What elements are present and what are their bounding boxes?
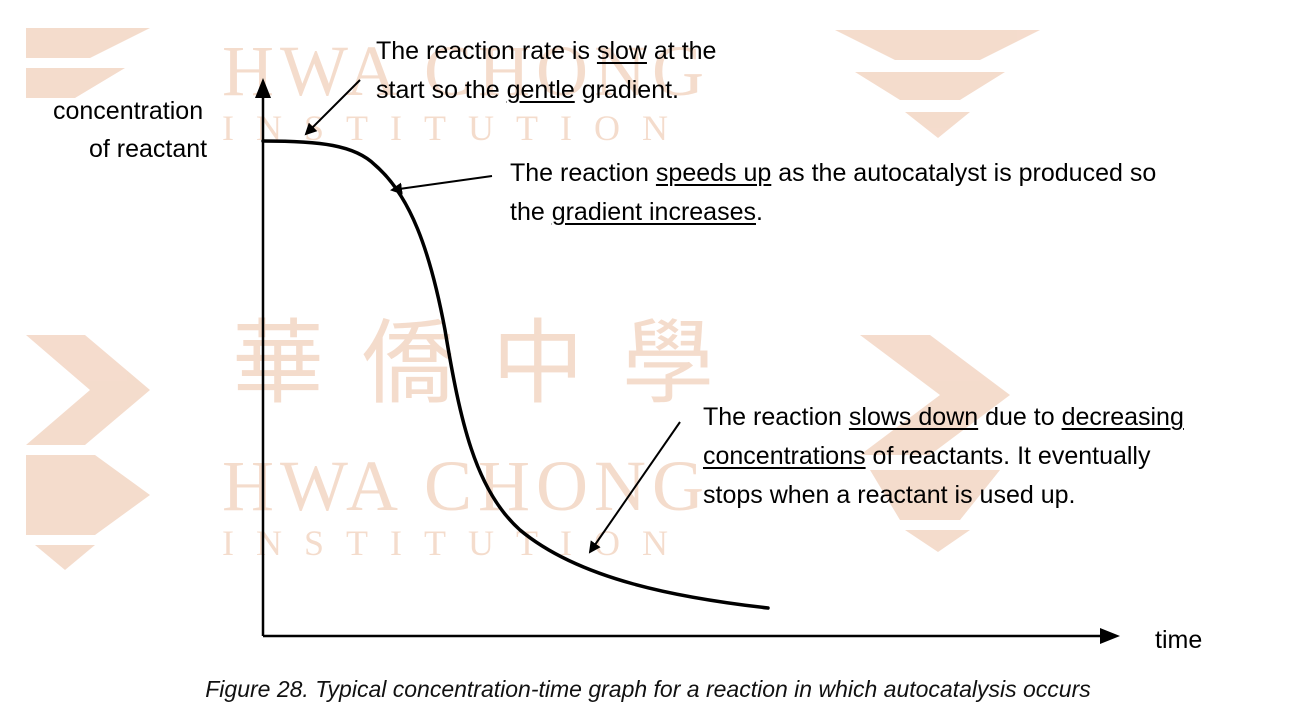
watermark-title-bottom: HWA CHONG <box>222 446 710 526</box>
x-axis-arrowhead <box>1100 628 1120 644</box>
annotation-text: The reaction <box>703 403 849 431</box>
underlined-keyword: slows down <box>848 403 979 431</box>
underlined-keyword: decreasing <box>1061 403 1184 431</box>
annotation-slow-line2: start so the gentle gradient. <box>376 71 716 110</box>
annotation-text: gradient. <box>574 76 679 104</box>
annotation-speeds-line1: The reaction speeds up as the autocataly… <box>510 154 1156 193</box>
concentration-curve <box>261 139 770 610</box>
watermark-chevron-top-left <box>26 28 150 98</box>
annotation-speeds-up: The reaction speeds up as the autocataly… <box>510 154 1156 232</box>
y-axis-label-line2: of reactant <box>89 135 208 163</box>
watermark-zigzag-right <box>860 335 1010 552</box>
annotation-text: at the <box>646 37 717 65</box>
x-axis-label: time <box>1155 626 1203 654</box>
figure-caption: Figure 28. Typical concentration-time gr… <box>205 676 1091 702</box>
annotation-slows-line3: stops when a reactant is used up. <box>703 476 1184 515</box>
annotation-text: as the autocatalyst is produced so <box>771 159 1157 187</box>
annotation-speeds-line2: the gradient increases. <box>510 193 1156 232</box>
watermark-title-top: HWA CHONG <box>222 31 710 111</box>
annotation-slow-start: The reaction rate is slow at the start s… <box>376 32 716 110</box>
annotation-text: due to <box>978 403 1062 431</box>
annotation-slow-line1: The reaction rate is slow at the <box>376 32 716 71</box>
arrow-slow-start <box>304 79 361 136</box>
underlined-keyword: slow <box>596 37 647 65</box>
annotation-text: . <box>756 198 763 226</box>
arrow-slows-down <box>588 421 681 554</box>
watermark-chinese: 華僑中學 <box>232 313 752 415</box>
annotation-slows-line1: The reaction slows down due to decreasin… <box>703 398 1184 437</box>
underlined-keyword: speeds up <box>655 159 772 187</box>
annotation-text: of reactants. It eventually <box>865 442 1151 470</box>
annotation-slows-line2: concentrations of reactants. It eventual… <box>703 437 1184 476</box>
watermark-chevron-top-right <box>835 30 1040 138</box>
annotation-text: stops when a reactant is used up. <box>703 481 1076 509</box>
watermark-subtitle-bottom: INSTITUTION <box>222 523 690 563</box>
y-axis-arrowhead <box>255 78 271 98</box>
underlined-keyword: gradient increases <box>551 198 756 226</box>
annotation-text: start so the <box>376 76 507 104</box>
annotation-text: the <box>510 198 552 226</box>
annotation-text: The reaction <box>510 159 656 187</box>
annotation-slows-down: The reaction slows down due to decreasin… <box>703 398 1184 515</box>
arrow-speeds-up <box>390 175 493 195</box>
underlined-keyword: gentle <box>506 76 575 104</box>
y-axis-label-line1: concentration <box>53 97 204 125</box>
underlined-keyword: concentrations <box>703 442 866 470</box>
watermark-zigzag-left <box>26 335 150 570</box>
annotation-text: The reaction rate is <box>376 37 597 65</box>
